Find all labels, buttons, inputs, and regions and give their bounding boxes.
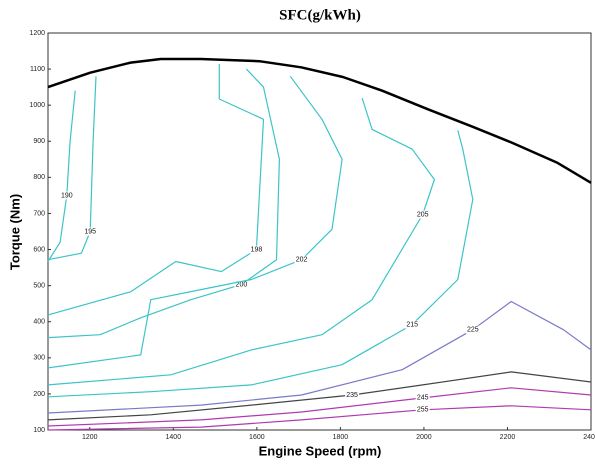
x-tick-label: 1600 (249, 434, 265, 441)
x-tick-label: 2000 (416, 434, 432, 441)
contour-label-bg (345, 390, 360, 399)
x-tick-label: 1800 (333, 434, 349, 441)
x-axis-label: Engine Speed (rpm) (259, 443, 382, 458)
contour-label-bg (415, 405, 430, 414)
y-tick-label: 700 (33, 210, 45, 217)
y-tick-label: 200 (33, 391, 45, 398)
contour-label: 215 (406, 321, 418, 328)
contour-label-bg (59, 191, 74, 200)
contour-label: 200 (236, 281, 248, 288)
max-torque-curve (47, 57, 592, 184)
y-tick-label: 1100 (30, 66, 45, 73)
contour-label-bg (83, 227, 98, 236)
contour-label: 255 (417, 407, 429, 414)
contour-label: 245 (417, 395, 429, 402)
y-tick-label: 900 (33, 138, 45, 145)
y-tick-label: 100 (33, 427, 45, 434)
contour-label: 198 (251, 246, 263, 253)
y-tick-label: 600 (33, 246, 45, 253)
y-tick-label: 500 (33, 282, 45, 289)
contour-label-bg (465, 325, 480, 334)
y-tick-label: 300 (33, 355, 45, 362)
contour-line (47, 97, 435, 386)
contour-label: 205 (417, 211, 429, 218)
contour-label: 225 (467, 327, 479, 334)
contour-label: 195 (84, 228, 96, 235)
contour-label-bg (294, 255, 309, 264)
contour-label-bg (249, 245, 264, 254)
contour-label: 202 (296, 256, 308, 263)
x-tick-label: 1400 (166, 434, 182, 441)
x-tick-label: 2200 (500, 434, 516, 441)
contour-label-bg (234, 280, 249, 289)
contour-line (47, 300, 592, 414)
x-tick-label: 1200 (82, 434, 98, 441)
y-tick-label: 400 (33, 319, 45, 326)
contour-label: 190 (61, 192, 73, 199)
contour-line (47, 405, 592, 431)
contour-label-bg (415, 393, 430, 402)
x-tick-label: 2400 (583, 434, 595, 441)
contour-line (47, 371, 592, 421)
plot-frame (47, 32, 592, 431)
y-tick-label: 1000 (29, 102, 45, 109)
contour-line (47, 75, 343, 369)
contour-line (47, 90, 76, 262)
contour-label: 235 (346, 392, 358, 399)
y-tick-label: 1200 (29, 30, 45, 37)
y-axis-label: Torque (Nm) (7, 194, 22, 270)
y-tick-label: 800 (33, 174, 45, 181)
contour-line (47, 64, 265, 316)
contour-label-bg (415, 210, 430, 219)
contour-line (47, 387, 592, 427)
contour-label-bg (405, 320, 420, 329)
chart-title: SFC(g/kWh) (279, 7, 361, 23)
